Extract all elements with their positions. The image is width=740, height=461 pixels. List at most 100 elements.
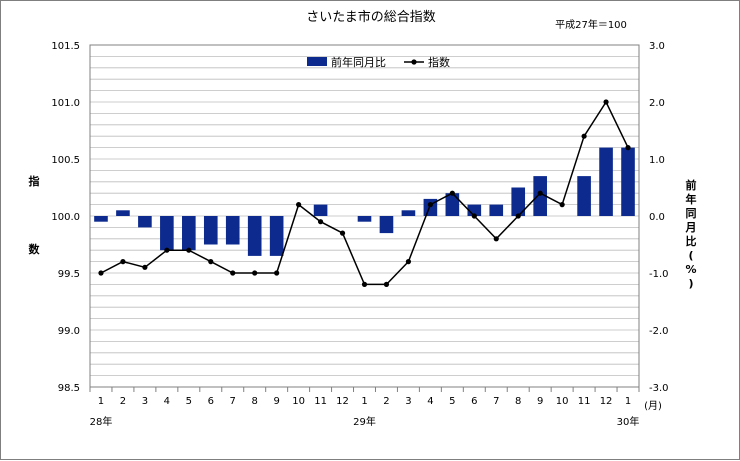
bar bbox=[401, 210, 416, 216]
x-tick-label: 10 bbox=[292, 396, 305, 407]
index-point bbox=[603, 99, 609, 105]
year-label: 29年 bbox=[353, 415, 376, 428]
x-tick-label: 4 bbox=[427, 396, 433, 407]
x-tick-label: 8 bbox=[515, 396, 521, 407]
index-point bbox=[581, 133, 587, 139]
y-left-tick-label: 101.5 bbox=[51, 41, 80, 52]
y-right-tick-label: -3.0 bbox=[649, 383, 669, 394]
bar bbox=[577, 176, 591, 216]
x-tick-label: 3 bbox=[405, 396, 411, 407]
y-right-tick-label: 3.0 bbox=[649, 41, 665, 52]
x-tick-label: 5 bbox=[186, 396, 192, 407]
x-tick-label: 10 bbox=[556, 396, 569, 407]
x-tick-label: 1 bbox=[625, 396, 631, 407]
index-point bbox=[427, 202, 433, 208]
index-point bbox=[559, 202, 565, 208]
y-left-tick-label: 99.5 bbox=[58, 269, 80, 280]
y-left-tick-label: 101.0 bbox=[51, 98, 80, 109]
index-point bbox=[98, 270, 104, 276]
bar bbox=[116, 210, 130, 216]
index-point bbox=[186, 247, 192, 253]
y-right-tick-label: -2.0 bbox=[649, 326, 669, 337]
y-left-tick-label: 98.5 bbox=[58, 383, 80, 394]
plot-area-border bbox=[89, 44, 640, 388]
x-tick-label: 7 bbox=[493, 396, 499, 407]
bar bbox=[203, 216, 218, 245]
index-point bbox=[361, 281, 368, 287]
index-point bbox=[449, 190, 455, 196]
x-tick-label: 12 bbox=[600, 396, 613, 407]
bar bbox=[357, 216, 372, 222]
x-tick-label: 6 bbox=[208, 396, 214, 407]
index-point bbox=[252, 270, 258, 276]
bar bbox=[379, 216, 394, 234]
index-point bbox=[142, 264, 148, 270]
year-label: 30年 bbox=[617, 415, 640, 428]
bar bbox=[160, 216, 174, 251]
legend-line-label: 指数 bbox=[428, 55, 450, 69]
bar bbox=[533, 176, 547, 216]
x-tick-label: 8 bbox=[252, 396, 258, 407]
x-tick-label: 2 bbox=[383, 396, 389, 407]
legend-bar-swatch bbox=[307, 57, 327, 66]
index-point bbox=[274, 270, 280, 276]
index-point bbox=[317, 219, 324, 225]
bar bbox=[182, 216, 196, 251]
index-point bbox=[405, 259, 412, 265]
x-tick-label: 12 bbox=[336, 396, 349, 407]
y-left-axis-label: 指数 bbox=[29, 174, 41, 256]
x-tick-label: 11 bbox=[578, 396, 591, 407]
y-left-tick-label: 100.5 bbox=[51, 155, 80, 166]
index-point bbox=[471, 213, 477, 219]
index-point bbox=[339, 230, 346, 236]
y-right-axis-label: 前年同月比(%) bbox=[685, 178, 697, 290]
x-unit-label: (月) bbox=[644, 400, 662, 412]
index-point bbox=[537, 190, 543, 196]
bar bbox=[269, 216, 284, 256]
x-tick-label: 7 bbox=[230, 396, 236, 407]
index-point bbox=[164, 247, 170, 253]
y-left-tick-label: 100.0 bbox=[51, 212, 80, 223]
bar bbox=[621, 147, 635, 216]
index-point bbox=[383, 281, 390, 287]
index-point bbox=[208, 259, 214, 265]
index-point bbox=[120, 259, 126, 265]
legend-line-marker bbox=[411, 59, 417, 65]
x-tick-label: 9 bbox=[537, 396, 543, 407]
bar bbox=[467, 204, 482, 216]
x-tick-label: 6 bbox=[471, 396, 477, 407]
x-tick-label: 1 bbox=[361, 396, 367, 407]
x-tick-label: 2 bbox=[120, 396, 126, 407]
chart-title: さいたま市の総合指数 bbox=[306, 9, 436, 25]
y-right-tick-label: 2.0 bbox=[649, 98, 665, 109]
y-right-tick-label: 1.0 bbox=[649, 155, 665, 166]
bar bbox=[599, 147, 613, 216]
bar bbox=[313, 204, 328, 216]
chart-subtitle: 平成27年＝100 bbox=[555, 18, 627, 31]
index-point bbox=[230, 270, 236, 276]
year-label: 28年 bbox=[90, 415, 113, 428]
bar bbox=[489, 204, 504, 216]
y-right-tick-label: -1.0 bbox=[649, 269, 669, 280]
index-point bbox=[625, 145, 631, 151]
x-tick-label: 3 bbox=[142, 396, 148, 407]
x-tick-label: 9 bbox=[273, 396, 279, 407]
index-point bbox=[493, 236, 499, 242]
x-tick-label: 11 bbox=[314, 396, 327, 407]
x-tick-label: 4 bbox=[164, 396, 170, 407]
bar bbox=[511, 187, 526, 216]
bar bbox=[138, 216, 152, 228]
x-tick-label: 5 bbox=[449, 396, 455, 407]
bar bbox=[225, 216, 240, 245]
x-tick-label: 1 bbox=[98, 396, 104, 407]
legend-bar-label: 前年同月比 bbox=[331, 55, 386, 69]
index-point bbox=[515, 213, 521, 219]
y-right-tick-label: 0.0 bbox=[649, 212, 665, 223]
bar bbox=[94, 216, 108, 222]
index-point bbox=[296, 202, 302, 208]
y-left-tick-label: 99.0 bbox=[58, 326, 80, 337]
bar bbox=[247, 216, 262, 256]
bar bbox=[445, 193, 460, 216]
